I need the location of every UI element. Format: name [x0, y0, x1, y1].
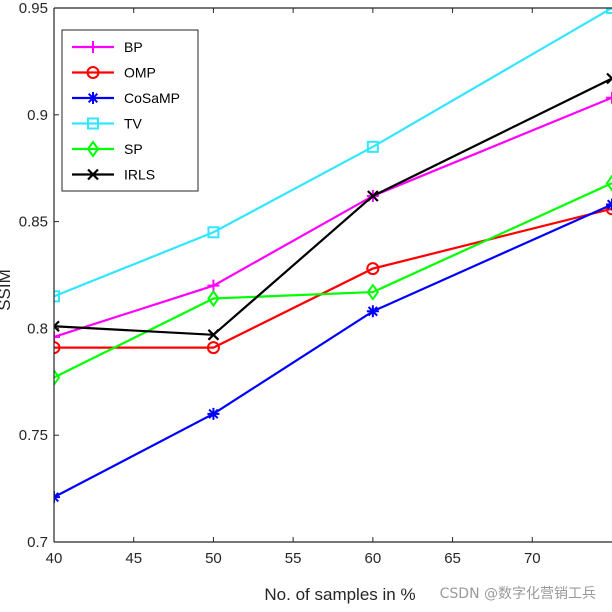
- point-bp-75: [606, 91, 612, 104]
- legend-marker: [87, 92, 99, 104]
- point-omp-60: [366, 262, 380, 276]
- x-tick-label: 50: [205, 550, 222, 567]
- point-omp-40: [54, 341, 61, 355]
- point-sp-50: [207, 289, 220, 308]
- point-sp-60: [366, 283, 380, 301]
- legend-marker: [87, 168, 99, 181]
- legend: BP OMP CoSaMP TV SP IRLS: [61, 29, 199, 192]
- legend-label: CoSaMP: [124, 90, 180, 106]
- point-cosamp-50: [207, 407, 220, 420]
- y-tick-label: 0.9: [27, 107, 48, 124]
- x-tick-label: 65: [444, 550, 461, 567]
- point-omp-50: [206, 341, 220, 355]
- x-tick-label: 60: [365, 550, 382, 567]
- series-sp: [54, 174, 612, 387]
- line-cosamp: [54, 203, 612, 499]
- legend-label: OMP: [124, 65, 156, 81]
- y-axis-label: SSIM: [0, 269, 14, 311]
- legend-item-irls: IRLS: [72, 167, 155, 183]
- x-tick-label: 45: [125, 550, 142, 567]
- point-omp-75: [605, 202, 612, 216]
- y-tick-label: 0.75: [19, 427, 48, 444]
- series-irls: [54, 72, 612, 341]
- point-tv-50: [207, 226, 220, 239]
- legend-item-bp: BP: [72, 39, 143, 55]
- legend-label: IRLS: [124, 167, 155, 183]
- series-cosamp: [54, 198, 612, 504]
- point-bp-40: [54, 330, 60, 343]
- legend-item-cosamp: CoSaMP: [72, 90, 180, 106]
- line-sp: [54, 182, 612, 379]
- point-cosamp-60: [366, 305, 379, 318]
- legend-label: SP: [124, 141, 143, 157]
- y-tick-label: 0.8: [27, 320, 48, 337]
- y-tick-label: 0.85: [19, 214, 48, 231]
- point-bp-50: [207, 279, 220, 292]
- x-tick-label: 55: [285, 550, 302, 567]
- point-irls-50: [207, 329, 220, 341]
- series-bp: [54, 91, 612, 343]
- point-sp-40: [54, 368, 61, 387]
- line-bp: [54, 96, 612, 338]
- legend-item-sp: SP: [72, 140, 143, 158]
- y-tick-label: 0.95: [19, 0, 48, 17]
- point-sp-75: [605, 174, 612, 192]
- x-tick-label: 40: [46, 550, 63, 567]
- legend-marker: [86, 140, 100, 158]
- point-irls-75: [606, 72, 612, 85]
- series-tv: [54, 8, 612, 303]
- legend-marker: [87, 117, 99, 130]
- legend-label: TV: [124, 116, 143, 132]
- y-tick-label: 0.7: [27, 534, 48, 551]
- legend-label: BP: [124, 39, 143, 55]
- point-irls-40: [54, 320, 60, 333]
- legend-item-tv: TV: [72, 116, 143, 132]
- legend-marker: [87, 41, 99, 53]
- x-axis-label: No. of samples in %: [264, 585, 415, 604]
- ticks-layer: 40 45 50 55 60 65 70 0.7 0.75 0.8 0.85 0.9 0.95: [19, 0, 541, 567]
- axes-layer: [53, 7, 612, 543]
- legend-item-omp: OMP: [72, 65, 156, 81]
- series-layer: [54, 8, 612, 504]
- line-tv: [54, 8, 612, 298]
- legend-marker: [86, 66, 100, 79]
- point-tv-40: [54, 290, 60, 303]
- point-irls-60: [367, 190, 379, 202]
- x-tick-label: 70: [524, 550, 541, 567]
- watermark: CSDN @数字化营销工兵: [440, 586, 596, 602]
- legend-box: [61, 29, 199, 192]
- point-tv-60: [366, 140, 379, 153]
- line-irls: [54, 77, 612, 336]
